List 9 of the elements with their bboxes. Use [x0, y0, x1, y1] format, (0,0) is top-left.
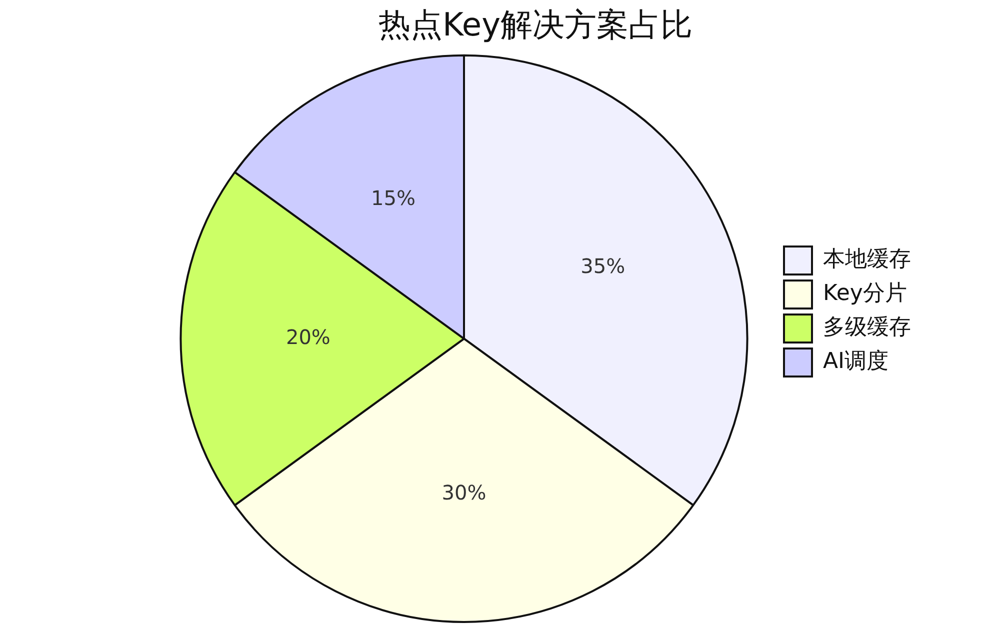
data-label: 30%: [442, 480, 486, 505]
data-label: 35%: [580, 254, 626, 278]
legend-label: AI调度: [823, 349, 889, 374]
legend-label: 多级缓存: [823, 315, 911, 340]
data-label: 20%: [286, 324, 330, 349]
chart-title: 热点Key解决方案占比: [378, 6, 693, 44]
legend-label: 本地缓存: [823, 247, 911, 272]
legend-label: Key分片: [823, 281, 907, 306]
data-label: 15%: [371, 186, 416, 210]
